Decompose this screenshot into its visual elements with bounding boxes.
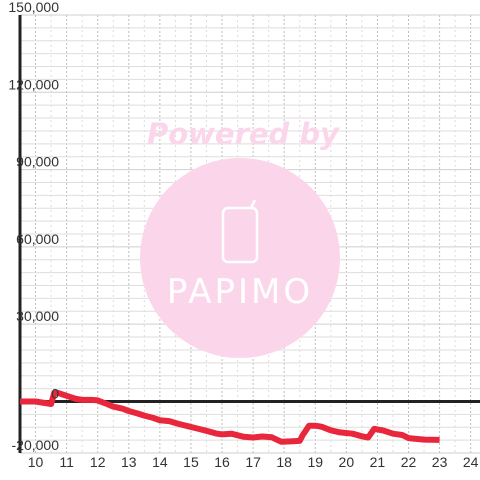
tick-labels: 10 11 12 13 14 15 16 17 18 19 20 21 22 23 24 -20,000 0 30… xyxy=(8,0,478,470)
x-tick-label: 16 xyxy=(214,454,230,470)
y-tick-label: 0 xyxy=(51,385,59,401)
watermark-circle xyxy=(140,158,340,358)
phone-icon xyxy=(221,199,259,264)
watermark-powered-by-text: Powered by xyxy=(147,117,340,151)
y-tick-label: 30,000 xyxy=(16,308,59,324)
x-tick-label: 18 xyxy=(276,454,292,470)
x-tick-label: 21 xyxy=(370,454,386,470)
y-tick-label: 60,000 xyxy=(16,231,59,247)
y-tick-label: 90,000 xyxy=(16,154,59,170)
series-line xyxy=(20,389,440,445)
watermark: Powered by PAPIMO xyxy=(140,117,340,358)
x-tick-label: 15 xyxy=(183,454,199,470)
x-tick-label: 17 xyxy=(245,454,261,470)
x-tick-label: 14 xyxy=(152,454,168,470)
x-tick-label: 19 xyxy=(307,454,323,470)
x-tick-label: 11 xyxy=(59,454,74,470)
y-tick-label: 150,000 xyxy=(8,0,59,15)
x-tick-label: 10 xyxy=(28,454,44,470)
y-tick-label: -20,000 xyxy=(12,437,60,453)
x-tick-label: 12 xyxy=(90,454,106,470)
watermark-brand-text: PAPIMO xyxy=(167,272,313,312)
series-layer xyxy=(20,389,440,445)
grid xyxy=(20,14,480,454)
x-tick-label: 23 xyxy=(432,454,448,470)
y-tick-label: 120,000 xyxy=(8,76,59,92)
x-tick-label: 20 xyxy=(339,454,355,470)
x-tick-label: 24 xyxy=(463,454,479,470)
x-tick-label: 22 xyxy=(401,454,417,470)
x-tick-label: 13 xyxy=(121,454,137,470)
